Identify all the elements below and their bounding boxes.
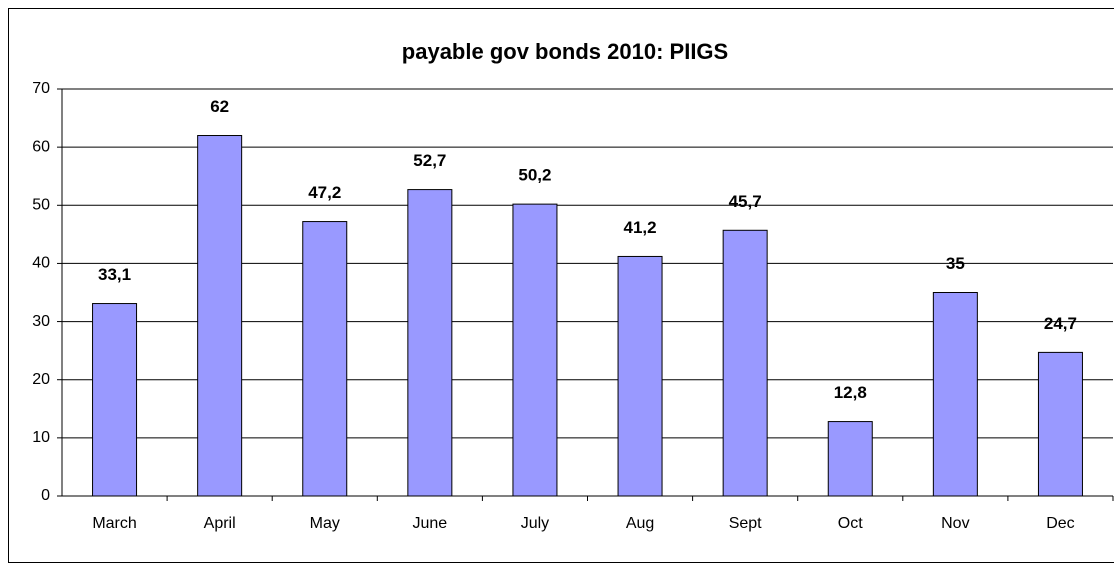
value-label: 52,7 xyxy=(413,151,446,170)
y-tick-label: 10 xyxy=(32,429,50,446)
bar xyxy=(722,229,768,497)
bar xyxy=(512,203,558,497)
value-label: 35 xyxy=(946,254,965,273)
bar xyxy=(617,255,663,497)
bar xyxy=(407,189,453,497)
y-tick-label: 0 xyxy=(41,487,50,504)
x-tick-label: July xyxy=(521,515,549,532)
x-tick-label: Oct xyxy=(838,515,863,532)
bar xyxy=(932,292,978,497)
bar xyxy=(302,221,348,497)
value-label: 62 xyxy=(210,97,229,116)
x-tick-label: Dec xyxy=(1046,515,1074,532)
value-label: 24,7 xyxy=(1044,314,1077,333)
bar xyxy=(92,303,138,497)
chart-title: payable gov bonds 2010: PIIGS xyxy=(402,39,728,64)
y-tick-label: 60 xyxy=(32,138,50,155)
y-tick-label: 40 xyxy=(32,255,50,272)
value-label: 41,2 xyxy=(624,218,657,237)
y-tick-label: 50 xyxy=(32,197,50,214)
x-tick-label: May xyxy=(310,515,340,532)
value-label: 45,7 xyxy=(729,192,762,211)
value-label: 12,8 xyxy=(834,383,867,402)
x-tick-label: Aug xyxy=(626,515,654,532)
x-tick-label: Sept xyxy=(729,515,762,532)
x-tick-label: June xyxy=(412,515,447,532)
y-tick-label: 20 xyxy=(32,371,50,388)
bar xyxy=(827,421,873,497)
y-tick-label: 30 xyxy=(32,313,50,330)
chart-border xyxy=(8,8,1114,563)
value-label: 50,2 xyxy=(518,166,551,185)
bar xyxy=(197,135,243,497)
x-tick-label: April xyxy=(204,515,236,532)
value-label: 33,1 xyxy=(98,265,131,284)
value-label: 47,2 xyxy=(308,183,341,202)
x-tick-label: Nov xyxy=(941,515,969,532)
y-tick-label: 70 xyxy=(32,80,50,97)
bar xyxy=(1037,351,1083,497)
x-tick-label: March xyxy=(92,515,136,532)
